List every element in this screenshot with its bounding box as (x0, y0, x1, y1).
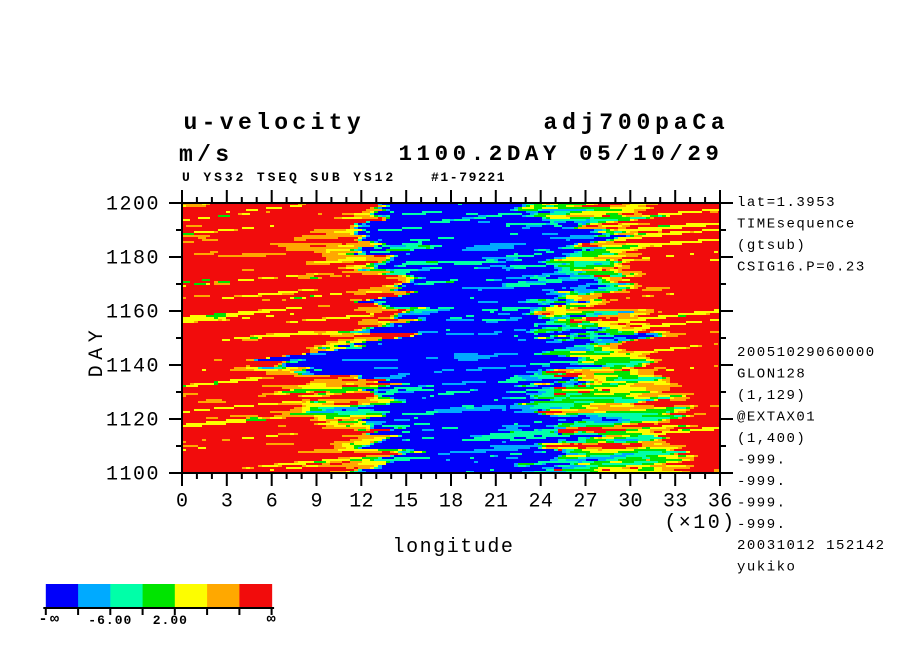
svg-text:18: 18 (439, 491, 464, 514)
svg-text:6: 6 (266, 491, 278, 514)
svg-text:0: 0 (176, 491, 188, 514)
svg-text:12: 12 (349, 491, 374, 514)
svg-text:1180: 1180 (106, 248, 160, 271)
svg-text:#1-79221: #1-79221 (431, 170, 506, 185)
svg-text:-6.00: -6.00 (88, 613, 132, 628)
svg-text:(1,129): (1,129) (737, 388, 806, 404)
svg-text:-999.: -999. (737, 517, 787, 533)
svg-text:27: 27 (573, 491, 598, 514)
svg-text:TIMEsequence: TIMEsequence (737, 216, 856, 232)
svg-text:15: 15 (394, 491, 419, 514)
svg-text:@EXTAX01: @EXTAX01 (737, 410, 816, 426)
svg-text:DAY: DAY (86, 325, 109, 378)
svg-text:21: 21 (484, 491, 509, 514)
svg-text:(gtsub): (gtsub) (737, 238, 806, 254)
svg-text:3: 3 (221, 491, 233, 514)
svg-text:-999.: -999. (737, 495, 787, 511)
svg-text:yukiko: yukiko (737, 560, 796, 576)
svg-text:-999.: -999. (737, 452, 787, 468)
svg-text:-∞: -∞ (39, 611, 62, 628)
svg-text:(×10): (×10) (664, 512, 736, 535)
svg-text:U YS32 TSEQ SUB YS12: U YS32 TSEQ SUB YS12 (182, 170, 396, 185)
svg-text:GLON128: GLON128 (737, 367, 806, 383)
svg-text:1120: 1120 (106, 410, 160, 433)
svg-text:-999.: -999. (737, 474, 787, 490)
svg-text:1100: 1100 (106, 464, 160, 487)
svg-text:24: 24 (529, 491, 554, 514)
svg-text:1160: 1160 (106, 302, 160, 325)
svg-text:longitude: longitude (393, 536, 515, 559)
svg-text:∞: ∞ (267, 611, 277, 628)
svg-text:2.00: 2.00 (153, 613, 188, 628)
svg-text:(1,400): (1,400) (737, 431, 806, 447)
svg-text:CSIG16.P=0.23: CSIG16.P=0.23 (737, 259, 866, 275)
svg-text:36: 36 (708, 491, 733, 514)
svg-text:1140: 1140 (106, 356, 160, 379)
svg-text:m/s: m/s (179, 142, 233, 168)
svg-text:u-velocity: u-velocity (184, 110, 366, 136)
svg-text:1200: 1200 (106, 194, 160, 217)
svg-text:lat=1.3953: lat=1.3953 (737, 195, 836, 211)
svg-text:20051029060000: 20051029060000 (737, 345, 876, 361)
svg-text:33: 33 (663, 491, 688, 514)
svg-text:9: 9 (311, 491, 323, 514)
svg-text:20031012 152142: 20031012 152142 (737, 538, 886, 554)
svg-text:30: 30 (618, 491, 643, 514)
svg-text:1100.2DAY 05/10/29: 1100.2DAY 05/10/29 (399, 141, 724, 167)
svg-text:adj700paCa: adj700paCa (544, 110, 730, 136)
